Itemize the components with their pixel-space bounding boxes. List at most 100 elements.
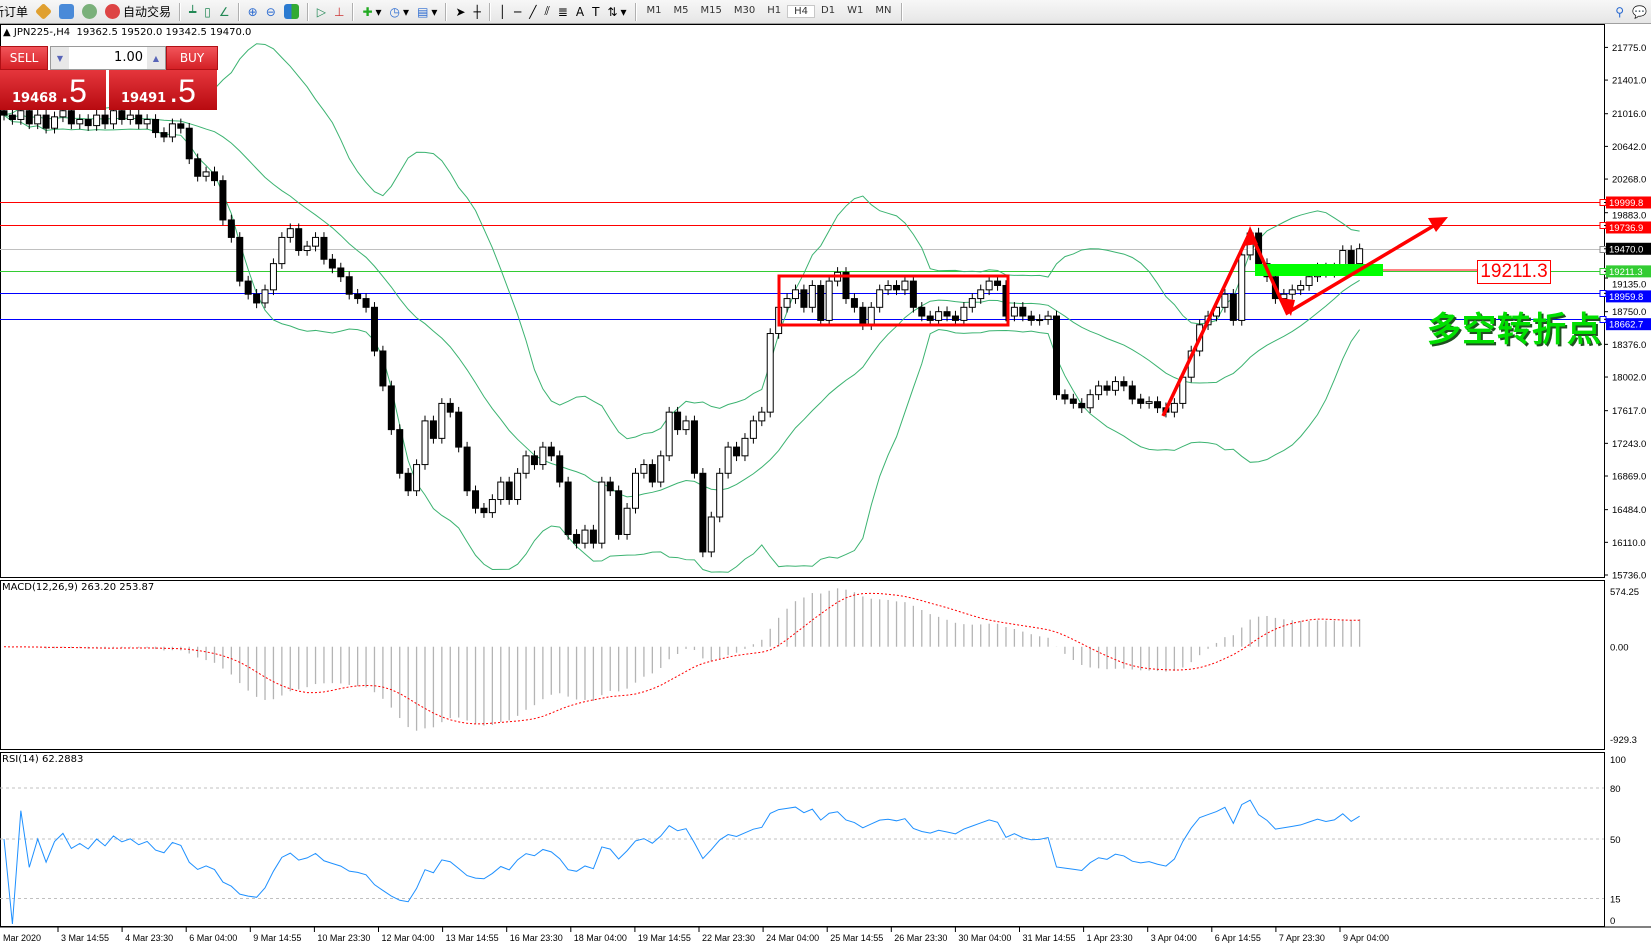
zoom-in-button[interactable]: ⊕ [244,1,262,22]
arrows-button[interactable]: ⇅ ▾ [607,4,627,19]
candle-body [488,499,496,514]
horizontal-line-button[interactable]: ─ [510,1,525,22]
candle-body [109,110,117,125]
x-tick-label: 6 Apr 14:55 [1215,933,1261,943]
y-tick-label: 21016.0 [1612,109,1646,120]
timeframe-m1[interactable]: M1 [646,5,662,16]
trendline-button[interactable]: ╱ [525,1,540,22]
candle-body [286,228,294,238]
candle [985,275,993,296]
timeframe-mn[interactable]: MN [875,5,892,16]
search-button[interactable]: ⚲ [1611,1,1628,22]
candle [278,232,286,269]
candle [295,223,303,256]
fibonacci-button[interactable]: ≣ [554,1,572,22]
candle-body [690,420,698,474]
candle [286,223,294,243]
templates-button[interactable]: ▤ ▾ [417,4,438,19]
candle-body [1297,284,1305,291]
chat-button[interactable]: 💬 [1628,1,1651,22]
candle [1095,380,1103,400]
candle-body [177,123,185,129]
candle-body [337,267,345,278]
chart-shift-button[interactable]: ⊥ [330,1,348,22]
candle-body [968,298,976,308]
indicators-button[interactable]: ✚ ▾ [362,4,382,19]
candle-body [126,114,134,120]
candle [977,284,985,304]
auto-scroll-button[interactable]: ▷ [313,1,330,22]
text-label-button[interactable]: T [588,1,603,22]
candle [455,406,463,453]
timeframe-m5[interactable]: M5 [673,5,689,16]
turning-point-text[interactable]: 多空转折点 [1427,310,1602,350]
lot-input[interactable]: 1.00 [114,50,143,65]
candle-body [354,293,362,300]
vertical-line-button[interactable]: │ [495,1,510,22]
bar-chart-button[interactable]: ┷ [185,1,200,22]
candle-body [707,516,715,553]
periods-button[interactable]: ◷ ▾ [389,4,410,19]
tile-windows-button[interactable] [280,1,303,22]
candle [463,441,471,497]
lot-stepper[interactable]: ▼ 1.00 ▲ [50,46,166,70]
candle [1238,249,1246,326]
buy-button[interactable]: BUY [166,46,218,70]
x-tick-label: 18 Mar 04:00 [574,933,627,943]
timeframe-d1[interactable]: D1 [821,5,836,16]
price-level-tag [1606,290,1651,303]
lot-decrease-icon[interactable]: ▼ [51,47,69,69]
timeframe-w1[interactable]: W1 [847,5,864,16]
candle-body [1347,250,1355,265]
candle-body [185,127,193,160]
candle [539,441,547,470]
candle-body [951,315,959,321]
price-level-label: 18959.8 [1609,292,1643,303]
candle [699,468,707,558]
timeframe-h1[interactable]: H1 [767,5,782,16]
candle-body [1027,315,1035,321]
sell-price[interactable]: 19468.5 [0,70,106,110]
new-order-button[interactable]: 新订单 [0,1,32,22]
candle [581,524,589,549]
buy-price[interactable]: 19491.5 [109,70,217,110]
indicators-icon: ✚ [362,4,373,19]
separator [306,2,309,21]
crosshair-button[interactable]: ┼ [470,1,485,22]
channel-button[interactable]: ⫽ [540,1,553,22]
zoom-out-button[interactable]: ⊖ [262,1,280,22]
x-tick-label: 31 Mar 14:55 [1023,933,1076,943]
candle-body [152,118,160,134]
timeframe-m15[interactable]: M15 [700,5,722,16]
candle [876,284,884,313]
timeframe-m30[interactable]: M30 [733,5,756,16]
cursor-button[interactable]: ➤ [451,1,469,22]
line-chart-button[interactable]: ∠ [215,1,234,22]
candle-body [93,114,101,127]
candle [76,114,84,130]
macd-axis-label: -929.3 [1610,735,1637,746]
level-19211-label-box[interactable]: 19211.3 [1477,260,1551,284]
candle-body [573,533,581,544]
trendline-icon: ╱ [529,4,537,19]
candle-body [278,236,286,265]
auto-trading-button[interactable]: 自动交易 [101,1,175,22]
navigator-button[interactable] [55,1,78,22]
sell-button[interactable]: SELL [0,46,48,70]
x-tick-label: 16 Mar 23:30 [510,933,563,943]
candle [1036,314,1044,326]
lot-increase-icon[interactable]: ▲ [147,47,165,69]
market-watch-button[interactable] [32,1,55,22]
candle-body [867,306,875,326]
candle-body [362,298,370,308]
zoom-in-icon: ⊕ [247,4,258,19]
candlestick-button[interactable]: ▯ [200,1,215,22]
candle [1229,288,1237,326]
timeframe-h4[interactable]: H4 [787,5,816,18]
text-button[interactable]: A [572,1,588,22]
rsi-axis-label: 0 [1610,916,1615,927]
signals-button[interactable] [78,1,101,22]
new-order-label: 新订单 [0,5,29,19]
y-tick-label: 20642.0 [1612,142,1646,153]
